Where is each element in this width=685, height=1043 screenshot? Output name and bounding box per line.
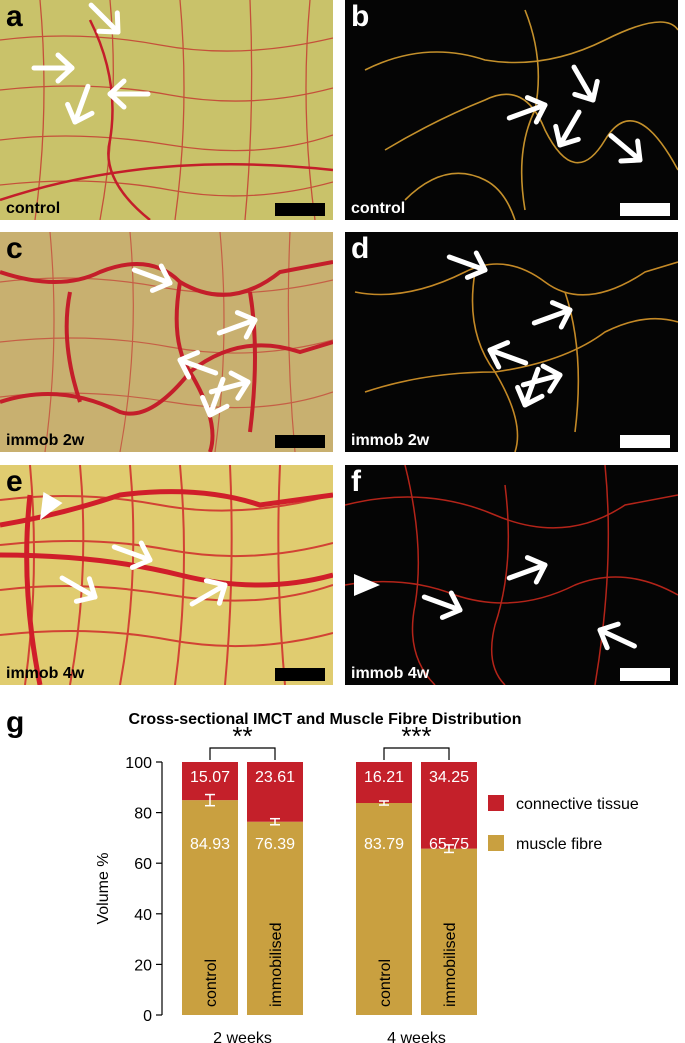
- condition-label: control: [6, 200, 61, 217]
- condition-label: immob 4w: [6, 665, 85, 682]
- bar-muscle-fibre: [247, 821, 303, 1015]
- data-label-connective: 23.61: [255, 769, 295, 786]
- category-label: control: [377, 959, 394, 1007]
- category-label: control: [203, 959, 220, 1007]
- significance-bracket: [209, 747, 276, 760]
- micrograph-panel-e: e immob 4w: [0, 465, 333, 685]
- bar-connective-tissue: [182, 762, 238, 801]
- panel-letter: g: [6, 706, 25, 739]
- y-axis-label: Volume %: [95, 852, 112, 924]
- bar-muscle-fibre: [421, 848, 477, 1015]
- micrograph-panel-b: b control: [345, 0, 678, 220]
- bar-connective-tissue: [247, 762, 303, 822]
- condition-label: immob 4w: [351, 665, 430, 682]
- y-tick-label: 60: [134, 856, 152, 873]
- significance-marker: **: [232, 721, 252, 751]
- micrograph-panel-d: d immob 2w: [345, 232, 678, 452]
- y-tick-label: 100: [125, 755, 152, 772]
- micrograph-panel-f: f immob 4w: [345, 465, 678, 685]
- significance-bracket: [383, 747, 450, 760]
- y-tick-label: 20: [134, 957, 152, 974]
- condition-label: immob 2w: [351, 432, 430, 449]
- data-label-muscle: 83.79: [364, 836, 404, 853]
- panel-letter: c: [6, 232, 23, 265]
- scale-bar: [275, 203, 325, 216]
- category-label: immobilised: [442, 923, 459, 1007]
- legend-label: muscle fibre: [516, 836, 602, 853]
- stacked-bar-chart: Cross-sectional IMCT and Muscle Fibre Di…: [95, 711, 639, 1043]
- legend-swatch: [488, 835, 504, 851]
- fluorescence-image-b: [345, 0, 678, 220]
- data-label-muscle: 84.93: [190, 836, 230, 853]
- panel-letter: f: [351, 465, 361, 498]
- picrosirius-image-e: [0, 465, 333, 685]
- bar-connective-tissue: [421, 762, 477, 849]
- picrosirius-image-c: [0, 232, 333, 452]
- group-label: 2 weeks: [213, 1030, 272, 1043]
- group-label: 4 weeks: [387, 1030, 446, 1043]
- panel-letter: d: [351, 232, 370, 265]
- legend-label: connective tissue: [516, 796, 639, 813]
- condition-label: immob 2w: [6, 432, 85, 449]
- scale-bar: [275, 435, 325, 448]
- scale-bar: [620, 668, 670, 681]
- scale-bar: [620, 435, 670, 448]
- fluorescence-image-f: [345, 465, 678, 685]
- chart-title: Cross-sectional IMCT and Muscle Fibre Di…: [129, 711, 522, 728]
- bar-muscle-fibre: [356, 803, 412, 1015]
- fluorescence-image-d: [345, 232, 678, 452]
- data-label-connective: 16.21: [364, 769, 404, 786]
- y-tick-label: 0: [143, 1008, 152, 1025]
- legend-swatch: [488, 795, 504, 811]
- panel-letter: a: [6, 0, 23, 33]
- scale-bar: [275, 668, 325, 681]
- condition-label: control: [351, 200, 406, 217]
- bar-muscle-fibre: [182, 800, 238, 1015]
- data-label-connective: 15.07: [190, 769, 230, 786]
- data-label-muscle: 76.39: [255, 836, 295, 853]
- y-tick-label: 80: [134, 806, 152, 823]
- micrograph-panel-a: a control: [0, 0, 333, 220]
- panel-letter: e: [6, 465, 23, 498]
- picrosirius-image-a: [0, 0, 333, 220]
- data-label-connective: 34.25: [429, 769, 469, 786]
- micrograph-panel-c: c immob 2w: [0, 232, 333, 452]
- bar-connective-tissue: [356, 762, 412, 804]
- panel-letter: b: [351, 0, 370, 33]
- scale-bar: [620, 203, 670, 216]
- significance-marker: ***: [401, 721, 431, 751]
- category-label: immobilised: [268, 923, 285, 1007]
- y-tick-label: 40: [134, 907, 152, 924]
